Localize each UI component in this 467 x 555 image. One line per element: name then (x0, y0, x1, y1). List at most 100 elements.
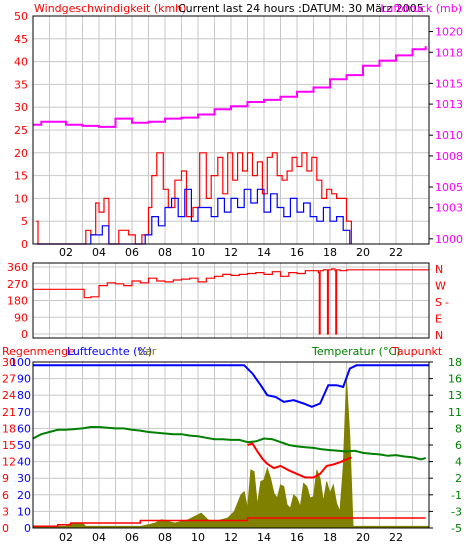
y-right-tick-label: 1008 (435, 150, 463, 163)
y-left-tick-label: 30 (14, 101, 28, 114)
chart-title: Current last 24 hours :DATUM: 30 März 20… (178, 2, 424, 15)
x-tick-label: 18 (323, 531, 337, 544)
compass-label: N (435, 329, 443, 342)
dewpoint-line (247, 442, 352, 479)
x-tick-label: 16 (290, 531, 304, 544)
y-right-tick-label: 1010 (435, 129, 463, 142)
y-left-tick-label: 40 (14, 56, 28, 69)
x-tick-label: 20 (356, 246, 370, 259)
temperature-tick-label: 13 (448, 389, 462, 402)
compass-label: N (435, 263, 443, 276)
humidity-tick-label: 40 (17, 456, 31, 469)
direction-tick-label: 0 (21, 328, 28, 341)
panel1-left-ticks: 0 5 10 15 20 25 30 35 40 45 50 (14, 10, 28, 251)
x-tick-label: 10 (191, 531, 205, 544)
humidity-tick-label: 70 (17, 406, 31, 419)
y-left-tick-label: 45 (14, 33, 28, 46)
direction-tick-label: 90 (14, 311, 28, 324)
y-right-tick-label: 1015 (435, 77, 463, 90)
panel3-x-ticks: 02 04 06 08 10 12 14 16 18 20 22 (59, 531, 403, 544)
panel1-series (33, 46, 427, 245)
x-tick-label: 06 (125, 531, 139, 544)
humidity-tick-label: 0 (24, 522, 31, 535)
dewpoint-label: Taupunkt (391, 345, 443, 358)
compass-label: W (435, 280, 446, 293)
direction-tick-label: 270 (7, 278, 28, 291)
humidity-tick-label: 60 (17, 422, 31, 435)
rain-tick-label: 21 (2, 406, 16, 419)
y-right-tick-label: 1003 (435, 202, 463, 215)
rain-total-line (33, 517, 426, 528)
panel2-frame (32, 262, 430, 339)
x-tick-label: 22 (389, 531, 403, 544)
panel1-frame (32, 15, 430, 245)
pressure-line (33, 46, 427, 128)
x-tick-label: 16 (290, 246, 304, 259)
x-tick-label: 22 (389, 246, 403, 259)
rain-tick-label: 15 (2, 439, 16, 452)
rain-tick-label: 9 (2, 472, 9, 485)
compass-label: E (435, 313, 442, 326)
x-tick-label: 10 (191, 246, 205, 259)
humidity-tick-label: 100 (10, 356, 31, 369)
y-left-tick-label: 50 (14, 10, 28, 23)
panel1-right-ticks: 1000 1003 1005 1008 1010 1013 1015 1018 1020 (429, 26, 463, 246)
rain-tick-label: 0 (2, 522, 9, 535)
panel1-x-ticks: 02 04 06 08 10 12 14 16 18 20 22 (59, 246, 403, 259)
temperature-tick-label: 18 (448, 356, 462, 369)
temperature-tick-label: 6 (455, 439, 462, 452)
wind-direction-line (33, 268, 429, 335)
y-right-tick-label: 1005 (435, 181, 463, 194)
wind-speed-axis-label: Windgeschwindigkeit (kmh) (34, 2, 186, 15)
y-right-tick-label: 1013 (435, 98, 463, 111)
humidity-tick-label: 80 (17, 389, 31, 402)
compass-label: S (435, 296, 442, 309)
x-tick-label: 12 (224, 531, 238, 544)
y-right-tick-label: 1018 (435, 46, 463, 59)
humidity-tick-label: 20 (17, 489, 31, 502)
humidity-tick-label: 50 (17, 439, 31, 452)
rain-amount-label: Regenmenge (2, 345, 75, 358)
temperature-tick-label: 2 (455, 472, 462, 485)
humidity-temperature-panel: Regenmenge Luftfeuchte (%) bar Temperatu… (2, 345, 462, 544)
humidity-tick-label: 10 (17, 505, 31, 518)
rain-tick-label: 24 (2, 389, 16, 402)
rain-tick-label: 12 (2, 456, 16, 469)
wind-pressure-panel: Windgeschwindigkeit (kmh) Current last 2… (14, 2, 463, 259)
temperature-tick-label: -1 (451, 489, 462, 502)
humidity-tick-label: 30 (17, 472, 31, 485)
y-left-tick-label: 5 (21, 215, 28, 228)
y-left-tick-label: 10 (14, 192, 28, 205)
rain-tick-label: 18 (2, 422, 16, 435)
compass-dash: - (445, 296, 449, 309)
direction-tick-label: 180 (7, 295, 28, 308)
y-left-tick-label: 20 (14, 147, 28, 160)
x-tick-label: 08 (158, 246, 172, 259)
rain-tick-label: 27 (2, 373, 16, 386)
x-tick-label: 08 (158, 531, 172, 544)
humidity-tick-label: 90 (17, 373, 31, 386)
y-left-tick-label: 0 (21, 238, 28, 251)
temperature-label: Temperatur (°C) (311, 345, 400, 358)
pressure-axis-label: Luftdruck (mb) (380, 2, 462, 15)
panel2-series (33, 268, 429, 335)
wind_avg-line (36, 188, 351, 245)
x-tick-label: 02 (59, 246, 73, 259)
x-tick-label: 14 (257, 531, 271, 544)
rain-tick-label: 3 (2, 505, 9, 518)
y-left-tick-label: 25 (14, 124, 28, 137)
temperature-tick-label: 16 (448, 373, 462, 386)
y-left-tick-label: 15 (14, 170, 28, 183)
temperature-tick-label: -3 (451, 505, 462, 518)
x-tick-label: 12 (224, 246, 238, 259)
panel2-grid (33, 263, 429, 338)
direction-tick-label: 360 (7, 261, 28, 274)
humidity-label: Luftfeuchte (%) (67, 345, 152, 358)
x-tick-label: 18 (323, 246, 337, 259)
bar-label: bar (138, 345, 157, 358)
temperature-tick-label: -5 (451, 522, 462, 535)
temperature-tick-label: 11 (448, 406, 462, 419)
